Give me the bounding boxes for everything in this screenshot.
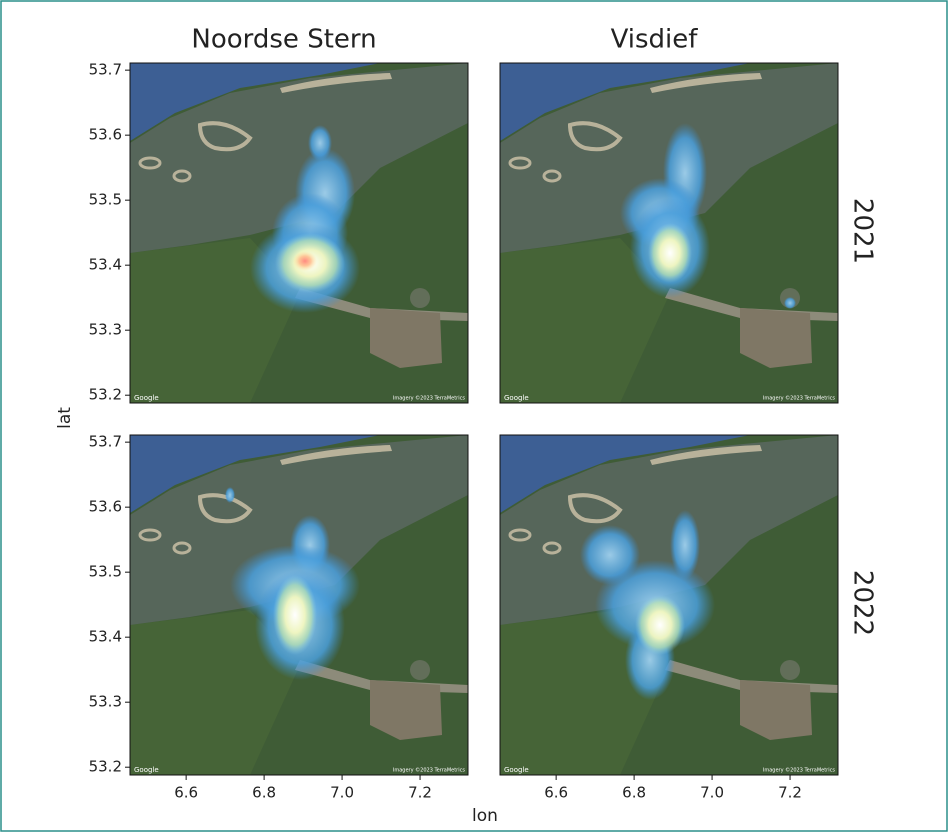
x-tick-label: 6.6	[174, 784, 198, 802]
x-tick-label: 6.8	[622, 784, 646, 802]
x-tick-label: 7.2	[408, 784, 432, 802]
imagery-credit: Imagery ©2023 TerraMetrics	[393, 767, 465, 774]
y-tick-label: 53.5	[89, 563, 122, 581]
town	[410, 660, 430, 680]
y-tick-label: 53.5	[89, 191, 122, 209]
density-blob	[293, 251, 317, 271]
x-tick-label: 7.0	[700, 784, 724, 802]
figure: Google Imagery ©2023 TerraMetrics 53.2 53.3…	[0, 0, 948, 832]
y-axis-label: lat	[55, 407, 75, 429]
imagery-credit: Imagery ©2023 TerraMetrics	[763, 395, 835, 402]
panel: Google Imagery ©2023 TerraMetrics	[500, 63, 838, 403]
facet-row-label: 2021	[848, 198, 878, 264]
y-tick-label: 53.4	[89, 256, 122, 274]
x-tick-label: 6.6	[544, 784, 568, 802]
density-blob	[225, 487, 235, 503]
y-tick-label: 53.4	[89, 628, 122, 646]
x-tick-label: 6.8	[252, 784, 276, 802]
panel: Google Imagery ©2023 TerraMetrics	[500, 435, 838, 775]
facet-column-label: Visdief	[611, 25, 699, 55]
map-credit: Google	[134, 766, 159, 774]
map-credit: Google	[504, 766, 529, 774]
x-tick-label: 7.2	[778, 784, 802, 802]
density-blob	[784, 297, 796, 309]
x-axis-label: lon	[472, 806, 498, 826]
y-tick-label: 53.6	[89, 498, 122, 516]
imagery-credit: Imagery ©2023 TerraMetrics	[763, 767, 835, 774]
panel: Google Imagery ©2023 TerraMetrics	[130, 435, 468, 775]
panel: Google Imagery ©2023 TerraMetrics	[130, 63, 468, 403]
y-tick-label: 53.2	[89, 386, 122, 404]
y-tick-label: 53.2	[89, 758, 122, 776]
town	[410, 288, 430, 308]
density-blob	[648, 223, 692, 283]
map-credit: Google	[134, 394, 159, 402]
map-credit: Google	[504, 394, 529, 402]
density-blob	[273, 575, 317, 655]
y-tick-label: 53.7	[89, 61, 122, 79]
town	[780, 660, 800, 680]
y-tick-label: 53.3	[89, 321, 122, 339]
y-tick-label: 53.3	[89, 693, 122, 711]
y-tick-label: 53.6	[89, 126, 122, 144]
y-tick-label: 53.7	[89, 433, 122, 451]
facet-column-label: Noordse Stern	[191, 25, 376, 55]
density-blob	[635, 595, 685, 655]
plot-area: Google Imagery ©2023 TerraMetrics 53.2 53.3…	[55, 25, 878, 827]
x-tick-label: 7.0	[330, 784, 354, 802]
facet-row-label: 2022	[848, 570, 878, 636]
imagery-credit: Imagery ©2023 TerraMetrics	[393, 395, 465, 402]
